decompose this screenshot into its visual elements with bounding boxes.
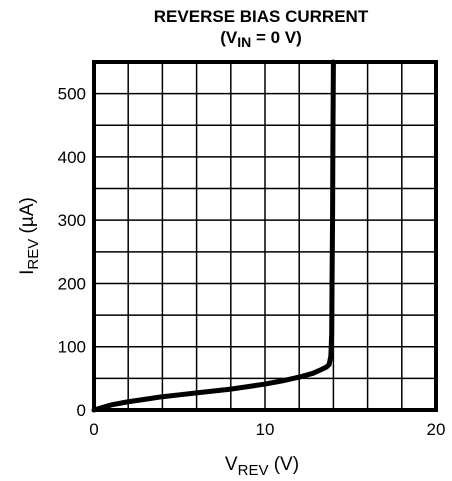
y-tick-labels: 0 100 200 300 400 500: [58, 85, 86, 420]
x-tick-label: 10: [256, 420, 275, 439]
chart-title-line2: (VIN = 0 V): [220, 28, 302, 50]
x-axis-label: VREV (V): [225, 454, 299, 479]
x-axis-label-main: V: [225, 454, 238, 475]
y-tick-label: 500: [58, 85, 86, 104]
x-axis-label-unit: (V): [268, 454, 299, 475]
y-axis-label-sub: REV: [25, 239, 42, 270]
plot-frame: [92, 60, 438, 412]
y-axis-label: IREV (µA): [17, 197, 42, 275]
y-tick-label: 0: [77, 401, 86, 420]
chart-title-line1: REVERSE BIAS CURRENT: [154, 7, 369, 26]
x-tick-label: 20: [427, 420, 446, 439]
chart-title-line2-sub: IN: [237, 34, 251, 50]
x-tick-labels: 0 10 20: [89, 420, 445, 439]
x-axis-label-sub: REV: [238, 462, 269, 479]
y-tick-label: 200: [58, 274, 86, 293]
grid-lines: [94, 62, 436, 410]
chart-title-line2-prefix: (V: [220, 28, 238, 47]
chart-title-line2-suffix: = 0 V): [251, 28, 302, 47]
y-tick-label: 100: [58, 338, 86, 357]
y-tick-label: 400: [58, 148, 86, 167]
series-line-reverse-current: [91, 59, 336, 413]
y-axis-label-main: I: [17, 270, 38, 275]
y-axis-label-unit: (µA): [17, 197, 38, 239]
y-tick-label: 300: [58, 211, 86, 230]
x-tick-label: 0: [89, 420, 98, 439]
